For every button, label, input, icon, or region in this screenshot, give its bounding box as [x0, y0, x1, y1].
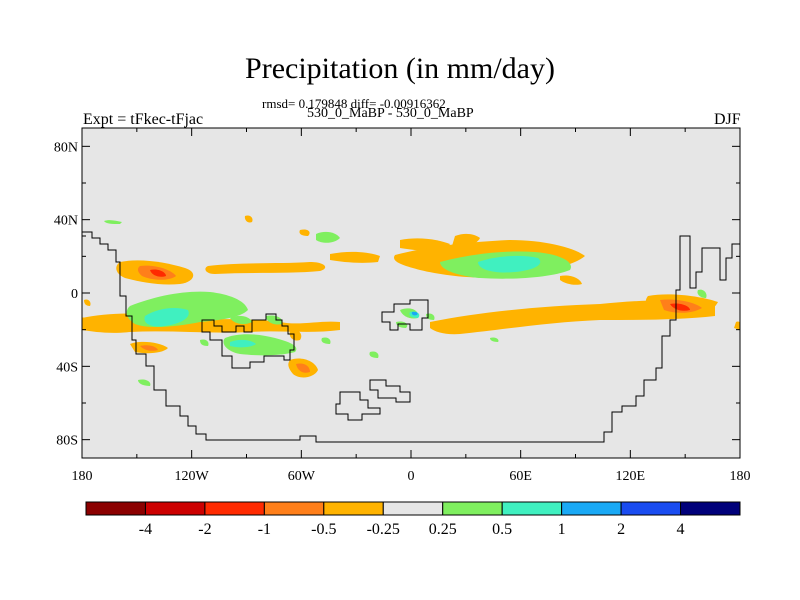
colorbar-swatch — [561, 501, 622, 516]
anomaly-patch — [478, 255, 541, 273]
anomaly-patch — [299, 229, 310, 236]
anomaly-patch — [144, 308, 189, 327]
coastline — [369, 379, 411, 403]
x-tick-label: 0 — [408, 469, 415, 484]
colorbar-swatch — [144, 501, 206, 516]
y-tick-label: 80N — [54, 140, 78, 155]
x-tick-label: 180 — [730, 469, 751, 484]
colorbar-swatch — [204, 501, 265, 516]
colorbar-label: 0.5 — [492, 521, 512, 538]
x-tick-label: 120E — [616, 469, 646, 484]
anomaly-patch — [321, 337, 331, 344]
anomaly-patch — [490, 337, 499, 342]
anomaly-patch — [734, 321, 740, 330]
coastline — [381, 299, 429, 331]
coastline — [82, 231, 740, 443]
y-tick-label: 40N — [54, 214, 78, 229]
anomaly-patch — [369, 351, 379, 358]
colorbar-label: -4 — [139, 521, 152, 538]
anomaly-patch — [205, 262, 326, 274]
anomaly-patch — [430, 300, 715, 335]
anomaly-patch — [230, 339, 256, 348]
anomaly-patch — [266, 315, 283, 325]
colorbar-label: 2 — [617, 521, 625, 538]
anomaly-patch — [670, 303, 690, 311]
anomaly-patch — [560, 275, 582, 285]
axis-ticks — [81, 128, 741, 458]
stats-label: rmsd= 0.179848 diff= -0.00916362 — [262, 96, 446, 111]
colorbar-swatch — [263, 501, 325, 516]
colorbar-swatch — [382, 501, 444, 516]
anomaly-patch — [289, 329, 302, 341]
anomaly-patch — [244, 215, 253, 223]
y-tick-label: 0 — [71, 287, 78, 302]
colorbar-swatch — [85, 501, 146, 516]
colorbar-swatch — [442, 501, 503, 516]
x-tick-label: 60W — [288, 469, 316, 484]
coastline — [335, 391, 381, 421]
anomaly-patch — [697, 289, 707, 298]
x-tick-label: 60E — [509, 469, 532, 484]
precip-anomaly-field — [82, 215, 740, 386]
season-label: DJF — [714, 111, 741, 128]
experiment-label: Expt = tFkec-tFjac — [83, 111, 204, 128]
anomaly-patch — [330, 251, 380, 263]
experiment-subtitle: 530_0_MaBP - 530_0_MaBP — [307, 106, 474, 121]
colorbar-label: -0.5 — [311, 521, 336, 538]
colorbar-label: 0.25 — [429, 521, 457, 538]
anomaly-patch — [140, 345, 158, 351]
anomaly-patch — [396, 321, 408, 328]
anomaly-patch — [316, 231, 340, 243]
colorbar-label: -0.25 — [367, 521, 400, 538]
x-tick-label: 120W — [175, 469, 210, 484]
colorbar-label: -1 — [258, 521, 271, 538]
colorbar-label: 4 — [677, 521, 685, 538]
colorbar-swatch — [501, 501, 563, 516]
colorbar — [85, 501, 741, 516]
coastlines — [82, 231, 740, 443]
anomaly-patch — [104, 220, 122, 224]
anomaly-patch — [150, 269, 166, 277]
colorbar-labels: -4 -2 -1 -0.5 -0.25 0.25 0.5 1 2 4 — [139, 521, 685, 538]
map-title: Precipitation (in mm/day) — [245, 52, 555, 85]
colorbar-label: -2 — [198, 521, 211, 538]
y-tick-label: 80S — [56, 434, 78, 449]
anomaly-patch — [84, 299, 91, 306]
axis-tick-labels: 80N 40N 0 40S 80S 180 120W 60W 0 60E 120E 180 — [54, 140, 751, 484]
x-tick-label: 180 — [72, 469, 93, 484]
colorbar-swatch — [680, 501, 741, 516]
y-tick-label: 40S — [56, 360, 78, 375]
anomaly-patch — [82, 317, 89, 326]
anomaly-patch — [230, 315, 252, 325]
colorbar-label: 1 — [558, 521, 566, 538]
colorbar-swatch — [620, 501, 682, 516]
anomaly-patch — [138, 379, 151, 386]
anomaly-patch — [223, 334, 297, 356]
anomaly-patch — [296, 363, 310, 373]
anomaly-patch — [200, 339, 209, 346]
anomaly-patch — [411, 311, 418, 316]
coastline — [201, 313, 295, 369]
colorbar-swatch — [323, 501, 384, 516]
